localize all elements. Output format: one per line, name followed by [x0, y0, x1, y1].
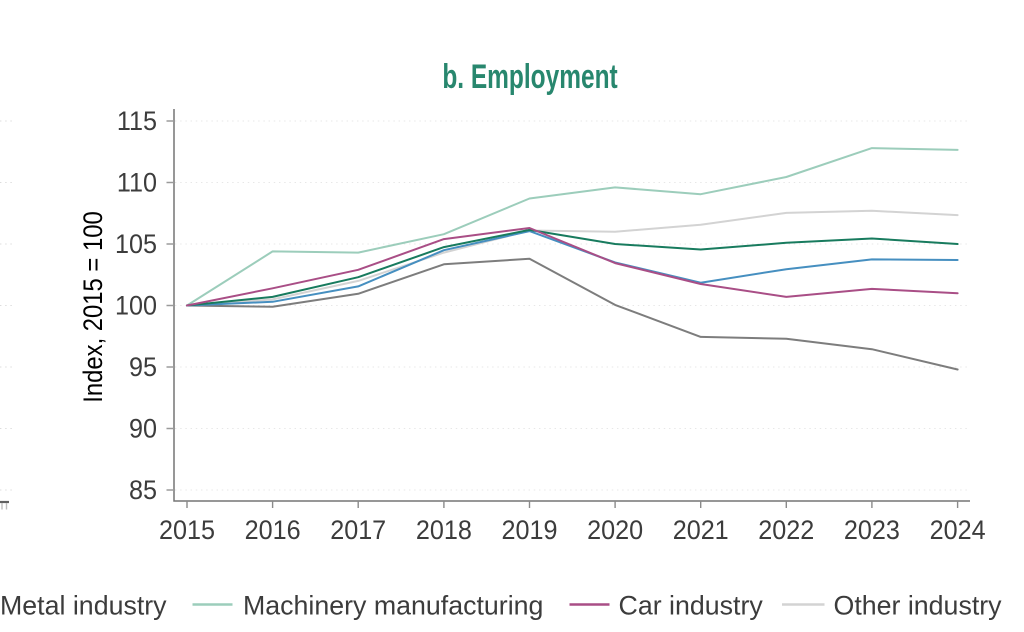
- svg-text:2015: 2015: [159, 516, 215, 545]
- svg-text:85: 85: [129, 476, 157, 505]
- svg-text:2017: 2017: [330, 516, 386, 545]
- svg-text:100: 100: [115, 292, 157, 321]
- svg-text:Other industry: Other industry: [834, 591, 1003, 621]
- svg-text:2021: 2021: [673, 516, 729, 545]
- svg-text:95: 95: [129, 353, 157, 382]
- svg-text:110: 110: [117, 169, 157, 198]
- svg-text:2018: 2018: [416, 516, 472, 545]
- svg-text:b. Employment: b. Employment: [442, 58, 617, 96]
- svg-text:2022: 2022: [758, 516, 814, 545]
- svg-text:Metal industry: Metal industry: [0, 591, 167, 621]
- svg-text:2019: 2019: [502, 516, 558, 545]
- svg-text:2016: 2016: [245, 516, 301, 545]
- svg-text:105: 105: [115, 230, 157, 259]
- svg-text:115: 115: [117, 107, 157, 136]
- svg-text:Car industry: Car industry: [619, 591, 764, 621]
- svg-text:Machinery manufacturing: Machinery manufacturing: [243, 591, 543, 621]
- svg-text:90: 90: [129, 415, 157, 444]
- svg-text:2020: 2020: [587, 516, 643, 545]
- svg-text:Index, 2015 = 100: Index, 2015 = 100: [79, 211, 108, 402]
- svg-text:2023: 2023: [844, 516, 900, 545]
- svg-text:2024: 2024: [930, 516, 986, 545]
